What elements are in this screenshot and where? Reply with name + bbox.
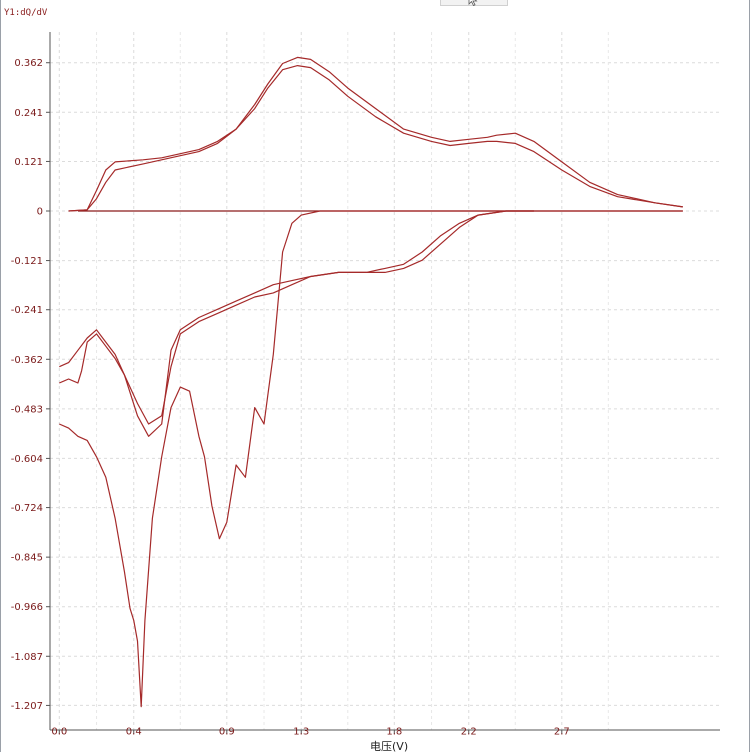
- plot-area: [50, 32, 720, 730]
- series-line-5: [59, 210, 683, 708]
- y-tick-label: -0.724: [11, 503, 43, 514]
- mouse-cursor-icon: [468, 0, 478, 6]
- y-tick-label: -0.604: [11, 454, 43, 465]
- series-line-3: [59, 210, 534, 425]
- y-tick-label: -0.121: [11, 256, 43, 267]
- y-tick-label: -0.845: [11, 553, 43, 564]
- x-tick-label: 0.4: [126, 726, 142, 737]
- series-line-1: [68, 56, 683, 212]
- y-tick-label: 0.362: [14, 58, 43, 69]
- series-line-4: [59, 210, 534, 437]
- y-tick-label: -1.207: [11, 701, 43, 712]
- x-tick-label: 0.9: [219, 726, 235, 737]
- y-axis-title: Y1:dQ/dV: [4, 8, 48, 18]
- y-tick-label: -0.483: [11, 404, 43, 415]
- series-line-2: [68, 65, 683, 212]
- x-tick-label: 1.3: [293, 726, 309, 737]
- x-axis-title: 电压(V): [370, 740, 409, 753]
- x-tick-label: 2.7: [554, 726, 570, 737]
- y-tick-label: 0.121: [14, 157, 43, 168]
- x-tick-label: 0.0: [51, 726, 67, 737]
- x-tick-label: 2.2: [461, 726, 477, 737]
- y-tick-label: 0: [37, 207, 43, 218]
- y-tick-label: -0.362: [11, 355, 43, 366]
- y-tick-label: -0.241: [11, 305, 43, 316]
- y-tick-label: -0.966: [11, 602, 43, 613]
- x-tick-label: 1.8: [386, 726, 402, 737]
- y-tick-label: 0.241: [14, 108, 43, 119]
- y-tick-label: -1.087: [11, 652, 43, 663]
